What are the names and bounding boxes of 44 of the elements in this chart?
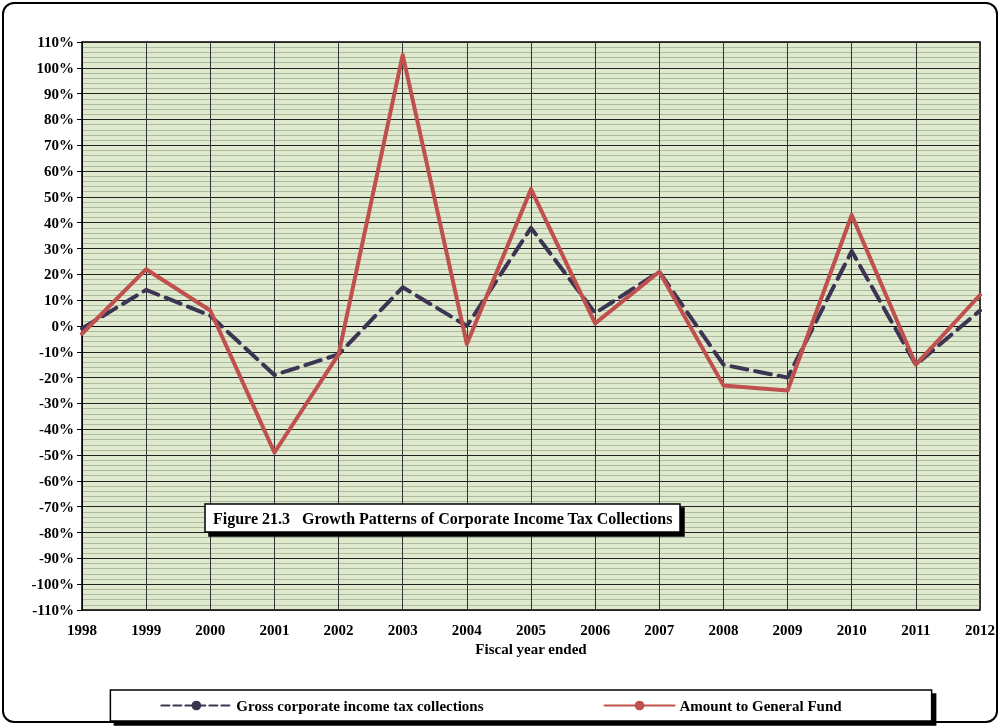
x-tick-label: 2007 bbox=[644, 621, 675, 638]
y-tick-label: -90% bbox=[39, 550, 74, 567]
y-tick-label: -10% bbox=[39, 343, 74, 360]
y-tick-label: -110% bbox=[32, 602, 74, 618]
x-tick-label: 2004 bbox=[451, 621, 483, 638]
y-tick-label: -60% bbox=[39, 472, 74, 489]
x-tick-label: 2003 bbox=[387, 621, 418, 638]
y-tick-label: -50% bbox=[39, 447, 74, 464]
y-tick-label: -30% bbox=[39, 395, 74, 412]
y-tick-label: 30% bbox=[44, 240, 74, 257]
y-tick-label: -20% bbox=[39, 369, 74, 386]
x-axis-title: Fiscal year ended bbox=[475, 641, 588, 658]
y-tick-label: -80% bbox=[39, 524, 74, 541]
y-tick-label: -100% bbox=[31, 576, 74, 593]
line-series bbox=[80, 225, 982, 380]
y-tick-label: 10% bbox=[44, 292, 74, 309]
legend-label: Amount to General Fund bbox=[679, 697, 843, 714]
y-tick-label: 60% bbox=[44, 163, 74, 180]
line-series bbox=[80, 52, 982, 455]
x-tick-label: 1999 bbox=[131, 621, 162, 638]
y-tick-label: 90% bbox=[44, 85, 74, 102]
x-tick-label: 2006 bbox=[580, 621, 611, 638]
y-tick-label: 50% bbox=[44, 188, 74, 205]
x-tick-label: 2009 bbox=[772, 621, 803, 638]
x-tick-label: 2005 bbox=[516, 621, 546, 638]
x-tick-label: 2012 bbox=[965, 621, 995, 638]
x-tick-label: 1998 bbox=[67, 621, 97, 638]
y-tick-label: 70% bbox=[44, 137, 74, 154]
y-tick-label: -70% bbox=[39, 498, 74, 515]
y-tick-label: 100% bbox=[36, 59, 74, 76]
y-tick-label: 40% bbox=[44, 214, 74, 231]
y-tick-label: 110% bbox=[37, 34, 74, 50]
x-tick-label: 2011 bbox=[901, 621, 931, 638]
x-tick-label: 2008 bbox=[708, 621, 739, 638]
x-tick-label: 2001 bbox=[259, 621, 290, 638]
x-tick-label: 2002 bbox=[323, 621, 354, 638]
y-tick-label: 80% bbox=[44, 111, 74, 128]
legend-label: Gross corporate income tax collections bbox=[236, 697, 484, 714]
x-tick-label: 2010 bbox=[836, 621, 867, 638]
y-tick-label: 20% bbox=[44, 266, 74, 283]
text: Figure 21.3 Growth Patterns of Corporate Income Tax Collections bbox=[213, 509, 673, 528]
x-tick-label: 2000 bbox=[195, 621, 226, 638]
y-tick-label: 0% bbox=[51, 318, 74, 334]
y-tick-label: -40% bbox=[39, 421, 74, 438]
